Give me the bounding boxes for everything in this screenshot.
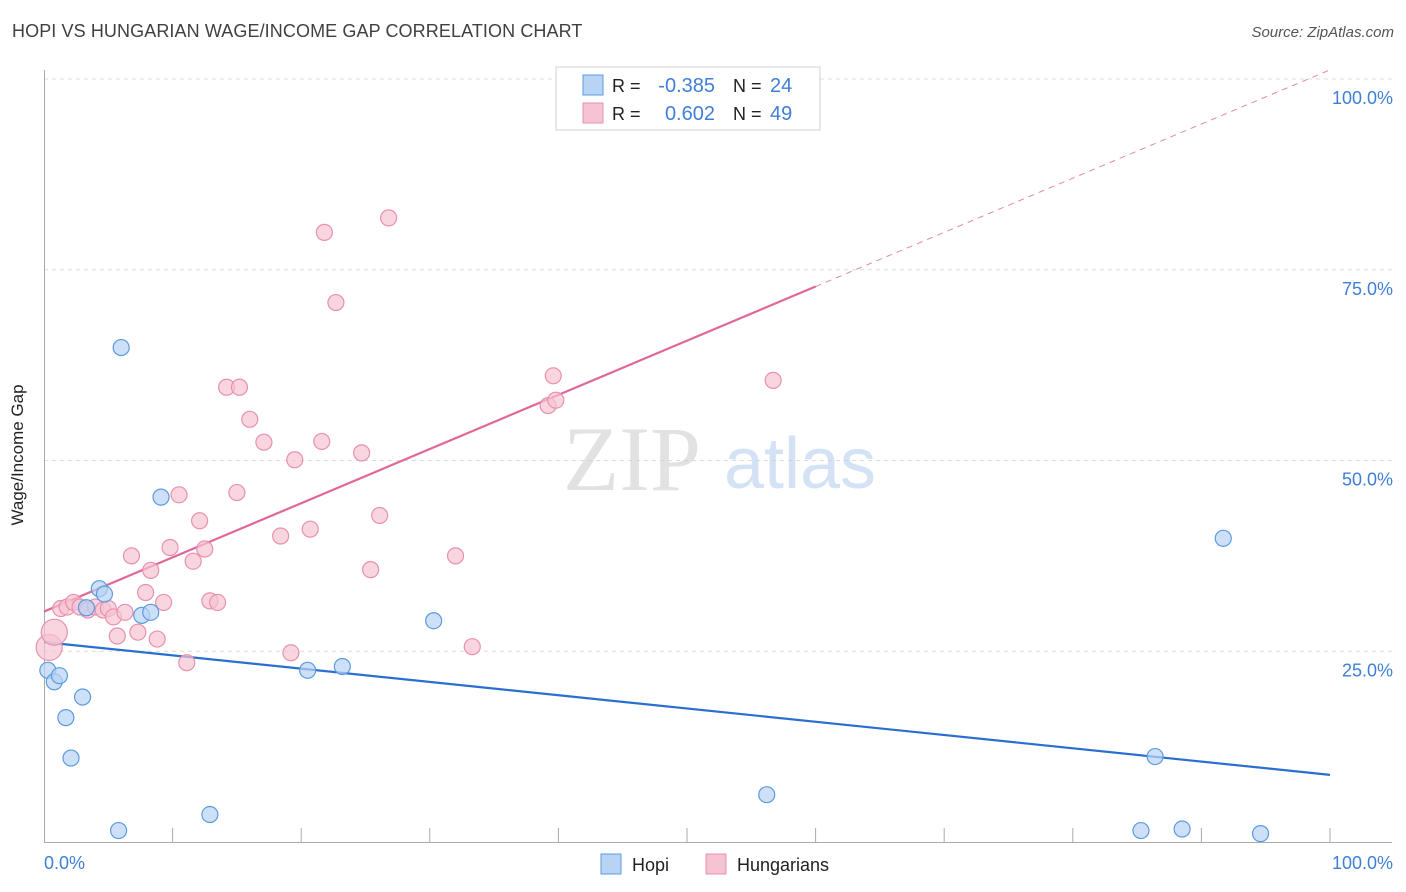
hungarians-point xyxy=(154,593,173,612)
watermark-atlas: atlas xyxy=(724,424,876,504)
hungarians-r-value: 0.602 xyxy=(665,103,715,125)
hopi-point xyxy=(95,585,114,603)
hungarians-point xyxy=(191,512,209,530)
hungarians-point xyxy=(136,583,155,602)
grid-lines xyxy=(44,78,1392,652)
hungarians-trend-extension xyxy=(815,69,1331,287)
hungarians-point xyxy=(362,561,380,579)
hungarians-point xyxy=(178,654,196,672)
hungarians-point xyxy=(116,603,134,621)
hungarians-point xyxy=(184,552,202,570)
legend-hopi-swatch xyxy=(600,853,622,875)
legend-hopi-label: Hopi xyxy=(632,855,669,875)
hungarians-point xyxy=(161,538,179,557)
hungarians-point xyxy=(241,410,259,428)
hopi-point xyxy=(1132,821,1150,840)
hopi-point xyxy=(1173,820,1191,838)
y-tick-label-100: 100.0% xyxy=(1332,88,1393,108)
hungarians-point xyxy=(353,444,371,462)
hungarians-point xyxy=(301,520,319,538)
hopi-point xyxy=(112,338,130,357)
hungarians-point xyxy=(122,547,141,565)
series-legend: Hopi Hungarians xyxy=(600,853,829,875)
hungarians-point xyxy=(764,371,782,389)
hungarians-point xyxy=(547,391,565,409)
hungarians-point xyxy=(108,627,126,645)
hopi-point xyxy=(299,661,317,679)
hungarians-point xyxy=(255,433,273,451)
hopi-points xyxy=(39,338,1270,843)
hopi-point xyxy=(142,603,160,621)
hopi-point xyxy=(1214,529,1232,547)
hopi-point xyxy=(425,612,443,630)
hungarians-point xyxy=(272,527,290,545)
hungarians-point xyxy=(129,623,147,641)
hopi-point xyxy=(152,488,170,506)
y-tick-label-75: 75.0% xyxy=(1342,279,1393,299)
x-axis-ticks xyxy=(172,828,1331,842)
hopi-r-label: R = xyxy=(612,76,641,96)
trend-lines xyxy=(43,69,1331,776)
source-label: Source: ZipAtlas.com xyxy=(1251,24,1394,41)
hungarians-point xyxy=(371,506,389,525)
hopi-trend-line xyxy=(43,640,1331,776)
hungarians-point xyxy=(380,209,398,227)
chart-title: HOPI VS HUNGARIAN WAGE/INCOME GAP CORREL… xyxy=(12,21,583,41)
hungarians-trend-line xyxy=(43,285,817,613)
hopi-point xyxy=(109,821,128,840)
hopi-n-label: N = xyxy=(733,76,762,96)
hungarians-swatch xyxy=(582,102,604,124)
hungarians-point xyxy=(313,432,331,451)
hungarians-point xyxy=(463,638,481,656)
hungarians-point xyxy=(544,367,562,385)
hopi-swatch xyxy=(582,74,604,96)
hopi-point xyxy=(50,667,69,685)
correlation-legend: R = -0.385 N = 24 R = 0.602 N = 49 xyxy=(555,66,821,131)
y-tick-labels: 25.0% 50.0% 75.0% 100.0% xyxy=(1332,88,1393,680)
hopi-n-value: 24 xyxy=(770,75,792,97)
hungarians-point xyxy=(327,293,345,312)
hopi-point xyxy=(73,688,92,706)
hungarians-point xyxy=(315,223,333,241)
hopi-point xyxy=(77,599,96,617)
hopi-point xyxy=(1251,825,1270,843)
hopi-r-value: -0.385 xyxy=(658,75,715,97)
hungarians-point xyxy=(230,378,249,396)
x-tick-label-max: 100.0% xyxy=(1332,853,1393,873)
hungarians-point xyxy=(446,547,465,565)
hungarians-point xyxy=(142,561,160,579)
hungarians-point xyxy=(40,618,68,646)
hungarians-point xyxy=(196,540,214,558)
hopi-point xyxy=(57,709,75,727)
hungarians-point xyxy=(228,483,246,502)
y-tick-label-50: 50.0% xyxy=(1342,470,1393,490)
hungarians-n-label: N = xyxy=(733,104,762,124)
hungarians-r-label: R = xyxy=(612,104,641,124)
hopi-point xyxy=(758,786,776,804)
hopi-point xyxy=(1146,747,1164,766)
hopi-point xyxy=(333,657,351,676)
legend-hungarians-swatch xyxy=(705,853,727,875)
x-tick-label-min: 0.0% xyxy=(44,853,85,873)
legend-hungarians-label: Hungarians xyxy=(737,855,829,875)
y-tick-label-25: 25.0% xyxy=(1342,660,1393,680)
hungarians-point xyxy=(170,486,188,504)
hungarians-n-value: 49 xyxy=(770,103,792,125)
watermark-zip: ZIP xyxy=(563,408,701,510)
hungarians-point xyxy=(209,593,227,612)
hopi-point xyxy=(201,805,219,824)
hopi-point xyxy=(62,749,80,767)
hungarians-point xyxy=(282,644,300,662)
hungarians-point xyxy=(148,630,166,648)
hungarians-point xyxy=(286,451,304,469)
